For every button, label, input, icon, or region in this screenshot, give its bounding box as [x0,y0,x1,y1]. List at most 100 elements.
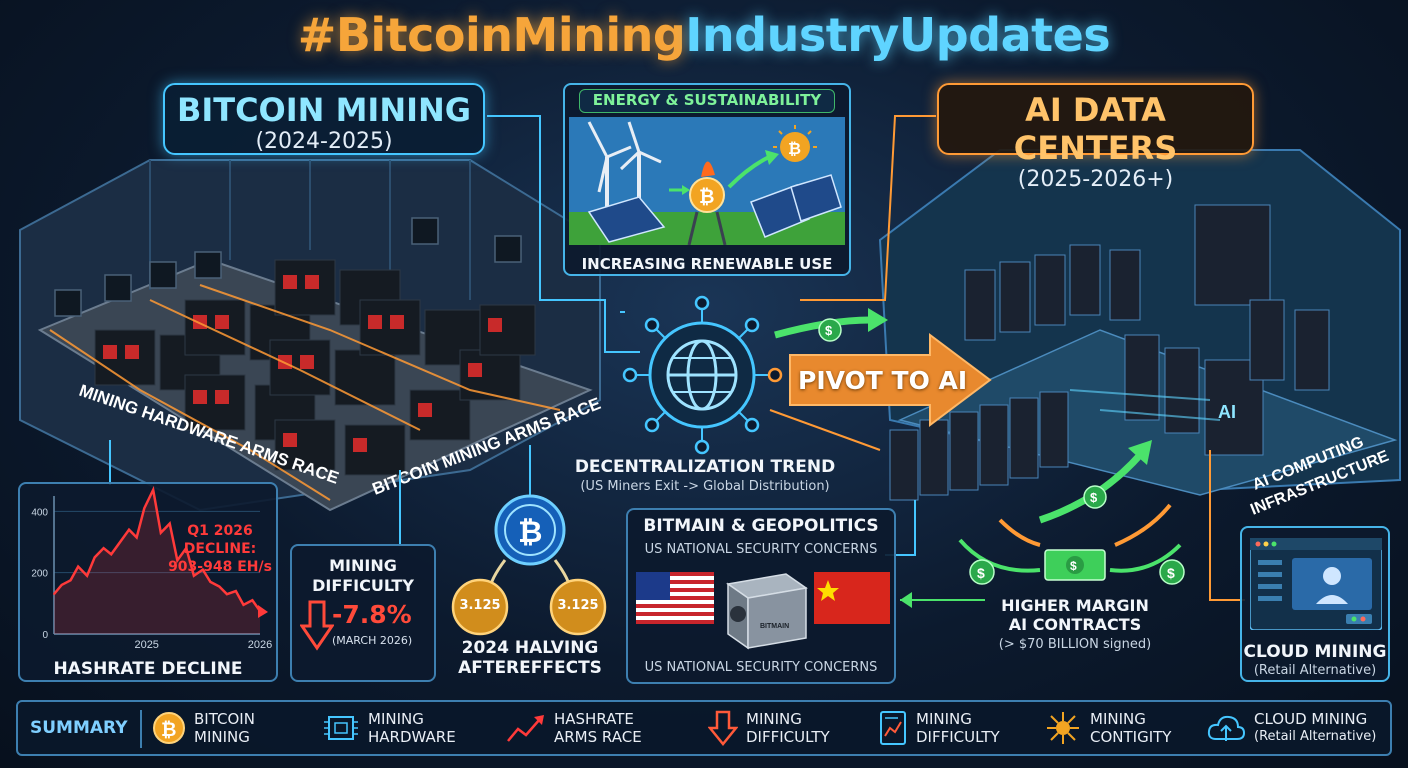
summary-item-cloud-mining: CLOUD MINING (Retail Alternative) [1206,702,1376,754]
ai-data-centers-title-box: AI DATA CENTERS (2025-2026+) [937,83,1254,192]
connector-line [487,115,640,353]
summary-label: SUMMARY [30,718,128,738]
svg-text:₿: ₿ [518,515,542,550]
svg-text:$: $ [825,323,833,338]
halving-title-2: AFTEREFFECTS [458,658,602,678]
cloud-mining-panel: CLOUD MINING (Retail Alternative) [1240,526,1390,682]
summary-divider [140,710,142,748]
data-point [152,489,154,491]
summary-item-line-2: (Retail Alternative) [1254,729,1377,744]
arrow-down-icon [708,710,738,746]
coin-left-icon [451,578,509,636]
data-point [93,556,96,559]
summary-item-line-2: HARDWARE [368,728,456,746]
china-flag-icon [814,572,890,624]
geopolitics-line-bottom: US NATIONAL SECURITY CONCERNS [644,660,878,675]
document-chart-icon [880,711,906,745]
difficulty-title-1: MINING [329,556,397,575]
bitcoin-mining-title-box: BITCOIN MINING (2024-2025) [163,83,485,155]
data-point [251,599,254,602]
summary-item-bitcoin-mining: ₿ BITCOIN MINING [152,702,255,754]
summary-item-line-1: MINING [1090,710,1146,728]
svg-text:$: $ [1090,490,1098,505]
contracts-title-2: AI CONTRACTS [1008,615,1142,634]
geopolitics-illustration: BITMAIN [636,572,890,650]
coin-left-value: 3.125 [459,598,501,613]
difficulty-date: (MARCH 2026) [332,634,413,647]
bitcoin-coin-icon: ₿ [153,712,185,744]
data-point [119,541,121,543]
data-point [218,585,221,588]
data-point [53,593,55,595]
mining-rig-icon: BITMAIN [726,573,808,650]
summary-item-line-2: MINING [194,728,250,746]
data-point [60,584,63,586]
summary-bar: SUMMARY ₿ BITCOIN MINING MINING HARDWARE H… [16,700,1392,756]
summary-item-mining-contigity: MINING CONTIGITY [1044,702,1171,754]
summary-item-line-2: DIFFICULTY [746,728,830,746]
hashrate-note: Q1 2026 DECLINE: 903-948 EH/s [160,522,280,576]
coin-right-value: 3.125 [557,598,599,613]
data-point [77,565,79,568]
summary-item-mining-difficulty: MINING DIFFICULTY [708,702,830,754]
globe-hub-icon [622,295,783,455]
coin-right-icon [549,578,607,636]
hashrate-note-3: 903-948 EH/s [168,559,272,575]
bitcoin-mining-title: BITCOIN MINING [176,91,472,129]
svg-text:₿: ₿ [699,186,714,208]
hashrate-area [54,489,260,634]
cloud-upload-icon [1207,715,1246,741]
summary-item-line-2: ARMS RACE [554,728,642,746]
difficulty-value: -7.8% [332,600,412,629]
data-point [160,532,162,534]
pivot-arrow [789,333,992,427]
miner-brand: BITMAIN [760,623,789,630]
hashrate-note-1: Q1 2026 [187,523,253,539]
connector-line [800,115,936,301]
energy-title: ENERGY & SUSTAINABILITY [579,89,835,113]
data-point [128,528,130,531]
hashrate-panel: 0 200 400 2025 2026 Q1 2026 DECLINE: 903-948… [18,482,278,682]
data-point [69,579,72,582]
geopolitics-line-top: US NATIONAL SECURITY CONCERNS [644,542,878,557]
y-tick-label: 0 [42,630,48,641]
page-title: #BitcoinMiningIndustryUpdates [297,8,1111,62]
hashrate-chart: 0 200 400 2025 2026 [31,485,272,651]
ai-datacenter-illustration: AI AI COMPUTING INFRASTRUCTURE [878,149,1401,519]
data-point [193,574,195,577]
summary-item-line-1: MINING [368,710,424,728]
mining-warehouse-illustration: MINING HARDWARE ARMS RACE BITCOIN MINING… [19,159,603,512]
energy-caption: INCREASING RENEWABLE USE [581,255,833,273]
contracts-detail: (> $70 BILLION signed) [998,637,1152,652]
geopolitics-title: BITMAIN & GEOPOLITICS [643,516,879,536]
contracts-title-1: HIGHER MARGIN [1001,596,1149,615]
svg-text:₿: ₿ [161,719,176,741]
decentralization-title: DECENTRALIZATION TREND [574,457,836,477]
difficulty-panel: MINING DIFFICULTY -7.8% (MARCH 2026) [290,544,436,682]
summary-item-mining-difficulty-2: MINING DIFFICULTY [878,702,1000,754]
halving-title: 2024 HALVING AFTEREFFECTS [440,638,620,678]
data-point [176,559,179,562]
energy-panel: ENERGY & SUSTAINABILITY ₿ ₿ INCREASING R… [563,83,851,276]
summary-item-mining-hardware: MINING HARDWARE [322,702,456,754]
renewable-energy-illustration: ₿ ₿ [569,117,845,245]
x-tick-label: 2025 [134,639,158,651]
chip-icon [324,716,358,740]
halving-title-1: 2024 HALVING [461,638,599,658]
x-tick-label: 2026 [248,639,272,651]
geopolitics-panel: BITMAIN & GEOPOLITICS US NATIONAL SECURI… [626,508,896,684]
ai-data-centers-title: AI DATA CENTERS [1013,91,1178,167]
data-point [242,604,245,606]
summary-item-line-2: DIFFICULTY [916,728,1000,746]
data-point [143,507,146,510]
arrow-down-icon [300,600,334,651]
summary-item-line-1: HASHRATE [554,710,634,728]
data-point [110,553,113,556]
hashrate-note-2: DECLINE: [183,541,257,557]
data-point [235,590,237,592]
data-point [226,593,228,595]
pivot-label: PIVOT TO AI [798,366,968,395]
summary-item-line-1: MINING [746,710,802,728]
network-icon [1047,712,1079,744]
